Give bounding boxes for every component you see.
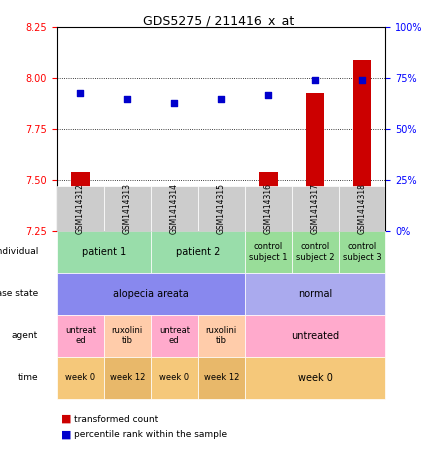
Text: week 0: week 0 [65, 373, 95, 382]
FancyBboxPatch shape [245, 231, 292, 273]
Bar [306, 92, 325, 231]
Text: control
subject 2: control subject 2 [296, 242, 334, 262]
Text: transformed count: transformed count [74, 414, 159, 424]
FancyBboxPatch shape [292, 186, 339, 231]
Text: GSM1414316: GSM1414316 [264, 183, 272, 234]
FancyBboxPatch shape [245, 357, 385, 399]
FancyBboxPatch shape [104, 315, 151, 357]
FancyBboxPatch shape [198, 315, 245, 357]
Text: week 0: week 0 [297, 373, 332, 383]
Text: ruxolini
tib: ruxolini tib [205, 326, 237, 346]
Text: normal: normal [298, 289, 332, 299]
Bar [353, 60, 371, 231]
Text: ■: ■ [61, 414, 72, 424]
FancyBboxPatch shape [198, 357, 245, 399]
Text: GSM1414313: GSM1414313 [123, 183, 132, 234]
Bar [118, 195, 137, 231]
FancyBboxPatch shape [57, 186, 104, 231]
FancyBboxPatch shape [57, 231, 151, 273]
Bar [259, 172, 278, 231]
FancyBboxPatch shape [57, 315, 104, 357]
Text: patient 2: patient 2 [176, 247, 220, 257]
Point [77, 89, 84, 96]
Bar [71, 172, 90, 231]
Text: time: time [18, 373, 38, 382]
Point [311, 77, 318, 84]
FancyBboxPatch shape [292, 231, 339, 273]
FancyBboxPatch shape [104, 186, 151, 231]
Text: ■: ■ [61, 430, 72, 440]
FancyBboxPatch shape [151, 357, 198, 399]
FancyBboxPatch shape [339, 231, 385, 273]
Text: GSM1414315: GSM1414315 [217, 183, 226, 234]
FancyBboxPatch shape [245, 315, 385, 357]
Point [171, 99, 178, 106]
Point [358, 77, 365, 84]
Text: week 0: week 0 [159, 373, 189, 382]
FancyBboxPatch shape [198, 186, 245, 231]
Point [124, 95, 131, 102]
FancyBboxPatch shape [57, 357, 104, 399]
Text: GSM1414314: GSM1414314 [170, 183, 179, 234]
Bar [212, 199, 230, 231]
Text: GSM1414312: GSM1414312 [76, 183, 85, 234]
Text: individual: individual [0, 247, 38, 256]
FancyBboxPatch shape [151, 231, 245, 273]
FancyBboxPatch shape [339, 186, 385, 231]
FancyBboxPatch shape [245, 186, 292, 231]
FancyBboxPatch shape [151, 186, 198, 231]
Text: GSM1414317: GSM1414317 [311, 183, 320, 234]
Text: alopecia areata: alopecia areata [113, 289, 189, 299]
FancyBboxPatch shape [151, 315, 198, 357]
Text: week 12: week 12 [110, 373, 145, 382]
Text: untreat
ed: untreat ed [65, 326, 96, 346]
Point [265, 91, 272, 98]
Bar [165, 219, 184, 231]
Text: untreated: untreated [291, 331, 339, 341]
Text: percentile rank within the sample: percentile rank within the sample [74, 430, 228, 439]
Text: control
subject 3: control subject 3 [343, 242, 381, 262]
Text: disease state: disease state [0, 289, 38, 299]
FancyBboxPatch shape [104, 357, 151, 399]
Point [218, 95, 225, 102]
Text: week 12: week 12 [204, 373, 239, 382]
Text: GSM1414318: GSM1414318 [357, 183, 367, 234]
Text: ruxolini
tib: ruxolini tib [112, 326, 143, 346]
FancyBboxPatch shape [57, 273, 245, 315]
FancyBboxPatch shape [245, 273, 385, 315]
Text: agent: agent [12, 331, 38, 340]
Text: control
subject 1: control subject 1 [249, 242, 287, 262]
Text: untreat
ed: untreat ed [159, 326, 190, 346]
Text: GDS5275 / 211416_x_at: GDS5275 / 211416_x_at [143, 14, 295, 27]
Text: patient 1: patient 1 [82, 247, 126, 257]
